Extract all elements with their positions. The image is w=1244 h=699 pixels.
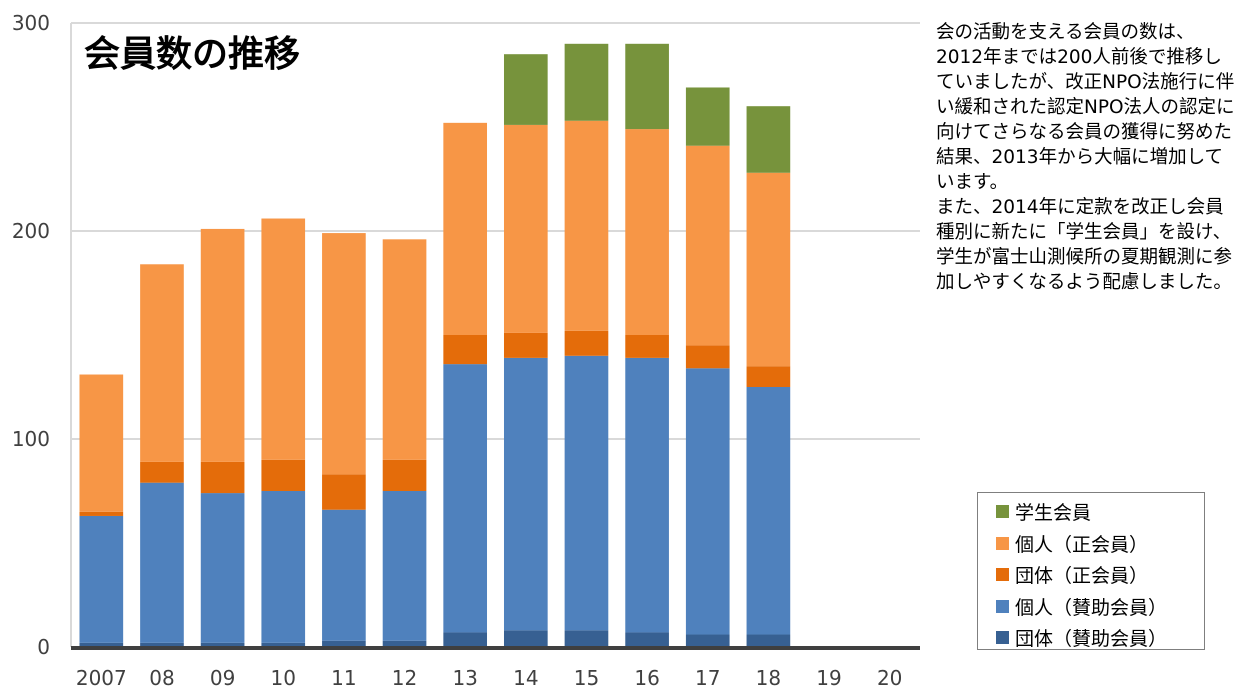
bar-segment-4 bbox=[322, 233, 366, 475]
bar-segment-1 bbox=[140, 642, 184, 647]
bar-segment-1 bbox=[322, 640, 366, 647]
bar-segment-1 bbox=[261, 642, 306, 647]
description-panel: 会の活動を支える会員の数は、2012年までは200人前後で推移していましたが、改… bbox=[936, 20, 1236, 295]
x-tick-label: 20 bbox=[877, 666, 902, 690]
bar-segment-1 bbox=[443, 632, 488, 647]
bar-segment-4 bbox=[382, 239, 427, 460]
bar-segment-2 bbox=[564, 355, 609, 631]
bar-segment-4 bbox=[625, 129, 669, 335]
bar-segment-5 bbox=[564, 43, 609, 121]
x-tick-label: 19 bbox=[816, 666, 841, 690]
chart-legend: 学生会員個人（正会員） 団体（正会員） 個人（賛助会員） 団体（賛助会員） bbox=[977, 492, 1205, 650]
bar-segment-4 bbox=[746, 172, 791, 367]
bar-segment-3 bbox=[443, 335, 488, 365]
bar-segment-3 bbox=[322, 474, 366, 510]
y-tick-label: 100 bbox=[12, 427, 50, 451]
stacked-bar-chart: 0 100 200 300 2007 08 09 10 11 12 13 14 15 16 17 18 19 20… bbox=[12, 11, 920, 690]
bars bbox=[79, 43, 791, 647]
bar-segment-1 bbox=[382, 640, 427, 647]
bar-segment-3 bbox=[79, 511, 124, 516]
bar-segment-2 bbox=[443, 364, 488, 633]
legend-item: 団体（賛助会員） bbox=[996, 622, 1204, 654]
bar-segment-2 bbox=[200, 493, 245, 643]
bar-segment-2 bbox=[140, 482, 184, 643]
bar-segment-3 bbox=[503, 332, 548, 358]
bar-segment-3 bbox=[746, 366, 791, 387]
x-tick-label: 10 bbox=[271, 666, 296, 690]
gridlines bbox=[71, 22, 920, 440]
x-tick-label: 13 bbox=[452, 666, 477, 690]
chart-title: 会員数の推移 bbox=[84, 34, 300, 75]
legend-swatch bbox=[996, 505, 1009, 519]
bar-segment-5 bbox=[625, 43, 669, 130]
x-tick-label: 18 bbox=[756, 666, 781, 690]
x-tick-label: 09 bbox=[210, 666, 235, 690]
bar-segment-2 bbox=[625, 357, 669, 633]
bar-segment-2 bbox=[685, 368, 730, 635]
y-tick-label: 200 bbox=[12, 219, 50, 243]
x-tick-label: 08 bbox=[149, 666, 174, 690]
bar-segment-2 bbox=[503, 357, 548, 631]
description-paragraph-2: また、2014年に定款を改正し会員種別に新たに「学生会員」を設け、学生が富士山測… bbox=[936, 197, 1233, 293]
bar-segment-4 bbox=[261, 218, 306, 460]
bar-segment-3 bbox=[685, 345, 730, 369]
bar-segment-1 bbox=[503, 630, 548, 647]
bar-segment-2 bbox=[746, 387, 791, 635]
legend-swatch bbox=[996, 536, 1009, 550]
bar-segment-3 bbox=[625, 335, 669, 358]
x-tick-label: 11 bbox=[331, 666, 356, 690]
bar-segment-1 bbox=[564, 630, 609, 647]
bar-segment-1 bbox=[200, 642, 245, 647]
x-tick-label: 12 bbox=[392, 666, 417, 690]
bar-segment-2 bbox=[261, 491, 306, 643]
bar-segment-5 bbox=[503, 54, 548, 125]
legend-item: 個人（正会員） bbox=[996, 528, 1204, 560]
bar-segment-2 bbox=[382, 491, 427, 641]
legend-swatch bbox=[996, 599, 1009, 613]
bar-segment-3 bbox=[564, 330, 609, 356]
legend-label: 学生会員 bbox=[1015, 502, 1092, 525]
bar-segment-4 bbox=[685, 145, 730, 346]
bar-segment-3 bbox=[140, 461, 184, 483]
legend-item: 学生会員 bbox=[996, 496, 1204, 528]
legend-label: 団体（賛助会員） bbox=[1015, 628, 1168, 651]
bar-segment-3 bbox=[382, 459, 427, 491]
bar-segment-1 bbox=[79, 642, 124, 647]
legend-label: 個人（賛助会員） bbox=[1015, 596, 1168, 619]
legend-swatch bbox=[996, 568, 1009, 582]
bar-segment-1 bbox=[625, 632, 669, 647]
x-tick-label: 15 bbox=[574, 666, 599, 690]
bar-segment-3 bbox=[200, 461, 245, 494]
x-tick-label: 16 bbox=[634, 666, 659, 690]
x-tick-label: 14 bbox=[513, 666, 538, 690]
x-tick-label: 2007 bbox=[76, 666, 127, 690]
bar-segment-4 bbox=[564, 120, 609, 331]
bar-segment-3 bbox=[261, 459, 306, 491]
y-tick-label: 0 bbox=[37, 635, 50, 659]
bar-segment-4 bbox=[79, 374, 124, 512]
bar-segment-1 bbox=[746, 634, 791, 647]
legend-label: 個人（正会員） bbox=[1015, 533, 1149, 556]
legend-label: 団体（正会員） bbox=[1015, 565, 1149, 588]
y-tick-label: 300 bbox=[12, 11, 50, 35]
description-paragraph-1: 会の活動を支える会員の数は、2012年までは200人前後で推移していましたが、改… bbox=[936, 22, 1235, 193]
bar-segment-4 bbox=[503, 124, 548, 333]
axes: 0 100 200 300 2007 08 09 10 11 12 13 14 15 16 17 18 19 20 bbox=[12, 11, 920, 690]
x-tick-label: 17 bbox=[695, 666, 720, 690]
legend-item: 団体（正会員） bbox=[996, 559, 1204, 591]
legend-swatch bbox=[996, 631, 1009, 645]
bar-segment-1 bbox=[685, 634, 730, 647]
bar-segment-4 bbox=[443, 122, 488, 335]
legend-item: 個人（賛助会員） bbox=[996, 591, 1204, 623]
bar-segment-2 bbox=[79, 515, 124, 643]
bar-segment-2 bbox=[322, 509, 366, 641]
bar-segment-4 bbox=[200, 228, 245, 462]
bar-segment-4 bbox=[140, 264, 184, 462]
bar-segment-5 bbox=[746, 106, 791, 173]
bar-segment-5 bbox=[685, 87, 730, 146]
